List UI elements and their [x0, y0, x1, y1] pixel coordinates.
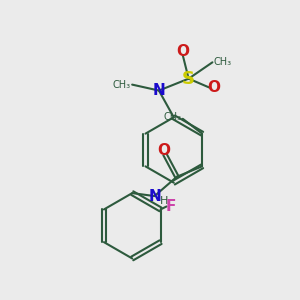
Text: N: N: [152, 83, 165, 98]
Text: CH₃: CH₃: [214, 57, 232, 67]
Text: S: S: [182, 70, 195, 88]
Text: N: N: [148, 189, 161, 204]
Text: CH₃: CH₃: [163, 112, 181, 122]
Text: CH₃: CH₃: [112, 80, 131, 90]
Text: F: F: [166, 199, 176, 214]
Text: O: O: [157, 142, 170, 158]
Text: O: O: [207, 80, 220, 95]
Text: O: O: [176, 44, 189, 59]
Text: H: H: [160, 196, 168, 206]
